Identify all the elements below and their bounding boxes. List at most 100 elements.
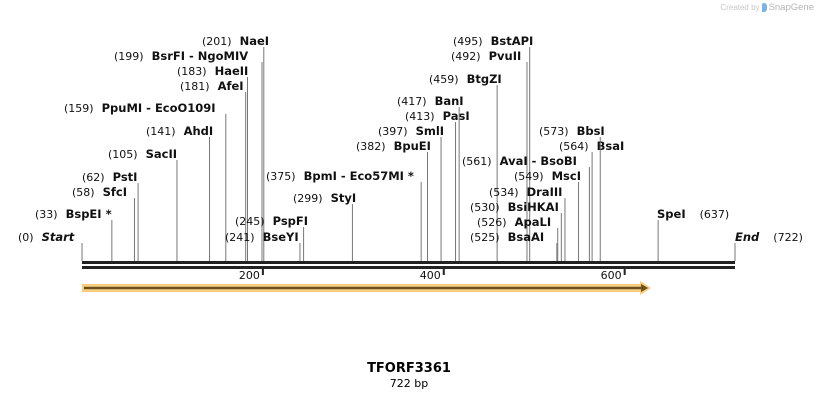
restriction-site[interactable]: (413) PasI bbox=[405, 109, 470, 261]
site-position: (183) bbox=[177, 65, 207, 78]
restriction-site[interactable]: (397) SmlI bbox=[378, 124, 444, 261]
restriction-site[interactable]: (245) PspFI bbox=[235, 214, 308, 261]
site-label[interactable]: (397) SmlI bbox=[378, 124, 444, 138]
restriction-site[interactable]: SpeI (637) bbox=[657, 207, 729, 261]
ruler-tick-label: 400 bbox=[420, 269, 441, 282]
site-position: (141) bbox=[146, 125, 176, 138]
backbone-top-strand bbox=[82, 261, 735, 264]
restriction-site[interactable]: (534) DraIII bbox=[489, 185, 566, 261]
restriction-site[interactable]: (525) BsaAI bbox=[470, 230, 558, 261]
enzyme-name: PvuII bbox=[489, 49, 522, 63]
site-position: (201) bbox=[202, 35, 232, 48]
orf-feature-arrow[interactable] bbox=[82, 281, 652, 295]
restriction-site[interactable]: (181) AfeI bbox=[180, 79, 247, 261]
enzyme-name: PspFI bbox=[273, 214, 308, 228]
enzyme-name: HaeII bbox=[215, 64, 249, 78]
site-position: (33) bbox=[35, 208, 58, 221]
site-position: (382) bbox=[356, 140, 386, 153]
enzyme-name: BstAPI bbox=[491, 34, 534, 48]
sequence-name: TFORF3361 bbox=[367, 361, 451, 376]
restriction-site[interactable]: (141) AhdI bbox=[146, 124, 213, 261]
site-label[interactable]: (62) PstI bbox=[82, 170, 137, 184]
restriction-site[interactable]: (241) BseYI bbox=[225, 230, 301, 261]
restriction-site[interactable]: (573) BbsI bbox=[539, 124, 605, 261]
site-position: (105) bbox=[108, 148, 138, 161]
restriction-site[interactable]: (183) HaeII bbox=[177, 64, 248, 261]
ruler-tick bbox=[442, 269, 445, 275]
enzyme-name: AhdI bbox=[184, 124, 214, 138]
site-label[interactable]: (159) PpuMI - EcoO109I bbox=[64, 101, 216, 115]
enzyme-name: BsrFI - NgoMIV bbox=[152, 49, 249, 63]
site-label[interactable]: (199) BsrFI - NgoMIV bbox=[114, 49, 248, 63]
restriction-site[interactable]: (375) BpmI - Eco57MI * bbox=[266, 169, 422, 261]
site-position: (299) bbox=[293, 192, 323, 205]
restriction-site[interactable]: End (722) bbox=[734, 230, 803, 261]
site-label[interactable]: (492) PvuII bbox=[451, 49, 521, 63]
restriction-site[interactable]: (199) BsrFI - NgoMIV bbox=[114, 49, 263, 261]
restriction-site[interactable]: (495) BstAPI bbox=[453, 34, 533, 261]
site-label[interactable]: (413) PasI bbox=[405, 109, 470, 123]
site-position: (573) bbox=[539, 125, 569, 138]
site-label[interactable]: (549) MscI bbox=[514, 169, 581, 183]
site-label[interactable]: End (722) bbox=[735, 230, 803, 244]
site-label[interactable]: (495) BstAPI bbox=[453, 34, 533, 48]
site-label[interactable]: SpeI (637) bbox=[657, 207, 729, 221]
site-label[interactable]: (530) BsiHKAI bbox=[470, 200, 559, 214]
restriction-site[interactable]: (417) BanI bbox=[397, 94, 464, 261]
site-label[interactable]: (534) DraIII bbox=[489, 185, 562, 199]
site-label[interactable]: (245) PspFI bbox=[235, 214, 308, 228]
restriction-site[interactable]: (549) MscI bbox=[514, 169, 581, 261]
restriction-site[interactable]: (58) SfcI bbox=[72, 185, 135, 261]
restriction-site[interactable]: (62) PstI bbox=[82, 170, 139, 261]
enzyme-name: PasI bbox=[443, 109, 470, 123]
enzyme-name: BpuEI bbox=[394, 139, 431, 153]
site-position: (525) bbox=[470, 231, 500, 244]
site-position: (62) bbox=[82, 171, 105, 184]
site-label[interactable]: (564) BsaI bbox=[559, 139, 624, 153]
site-label[interactable]: (526) ApaLI bbox=[477, 215, 551, 229]
site-label[interactable]: (241) BseYI bbox=[225, 230, 299, 244]
restriction-site[interactable]: (530) BsiHKAI bbox=[470, 200, 562, 261]
snapgene-credit: Created by SnapGene bbox=[720, 2, 814, 13]
credit-prefix: Created by bbox=[720, 3, 760, 12]
enzyme-name: ApaLI bbox=[515, 215, 552, 229]
site-label[interactable]: (33) BspEI * bbox=[35, 207, 112, 221]
restriction-site[interactable]: (299) StyI bbox=[293, 191, 356, 261]
site-label[interactable]: (375) BpmI - Eco57MI * bbox=[266, 169, 414, 183]
restriction-site[interactable]: (201) NaeI bbox=[202, 34, 269, 261]
site-label[interactable]: (561) AvaI - BsoBI bbox=[462, 154, 577, 168]
restriction-site[interactable]: (526) ApaLI bbox=[477, 215, 559, 261]
restriction-site[interactable]: (105) SacII bbox=[108, 147, 178, 261]
site-label[interactable]: (181) AfeI bbox=[180, 79, 244, 93]
site-position: (549) bbox=[514, 170, 544, 183]
site-label[interactable]: (459) BtgZI bbox=[429, 72, 502, 86]
site-label[interactable]: (382) BpuEI bbox=[356, 139, 431, 153]
site-position: (375) bbox=[266, 170, 296, 183]
restriction-site[interactable]: (33) BspEI * bbox=[35, 207, 113, 261]
site-position: (530) bbox=[470, 201, 500, 214]
restriction-site[interactable]: (159) PpuMI - EcoO109I bbox=[64, 101, 227, 261]
restriction-site[interactable]: (382) BpuEI bbox=[356, 139, 431, 261]
site-label[interactable]: (201) NaeI bbox=[202, 34, 269, 48]
site-label[interactable]: (417) BanI bbox=[397, 94, 464, 108]
site-label[interactable]: (58) SfcI bbox=[72, 185, 127, 199]
site-label[interactable]: (141) AhdI bbox=[146, 124, 213, 138]
site-label[interactable]: (299) StyI bbox=[293, 191, 356, 205]
enzyme-name: BsiHKAI bbox=[508, 200, 559, 214]
enzyme-name: BanI bbox=[435, 94, 464, 108]
site-label[interactable]: (573) BbsI bbox=[539, 124, 605, 138]
restriction-site[interactable]: (0) Start bbox=[18, 230, 83, 261]
restriction-site[interactable]: (492) PvuII bbox=[451, 49, 528, 261]
enzyme-name: SfcI bbox=[103, 185, 127, 199]
site-label[interactable]: (183) HaeII bbox=[177, 64, 248, 78]
restriction-site[interactable]: (459) BtgZI bbox=[429, 72, 502, 261]
enzyme-name: SmlI bbox=[416, 124, 445, 138]
restriction-site[interactable]: (564) BsaI bbox=[559, 139, 624, 261]
enzyme-name: MscI bbox=[552, 169, 581, 183]
site-label[interactable]: (525) BsaAI bbox=[470, 230, 544, 244]
sequence-length: 722 bp bbox=[389, 377, 429, 390]
site-label[interactable]: (105) SacII bbox=[108, 147, 177, 161]
restriction-site[interactable]: (561) AvaI - BsoBI bbox=[462, 154, 590, 261]
site-label[interactable]: (0) Start bbox=[18, 230, 75, 244]
